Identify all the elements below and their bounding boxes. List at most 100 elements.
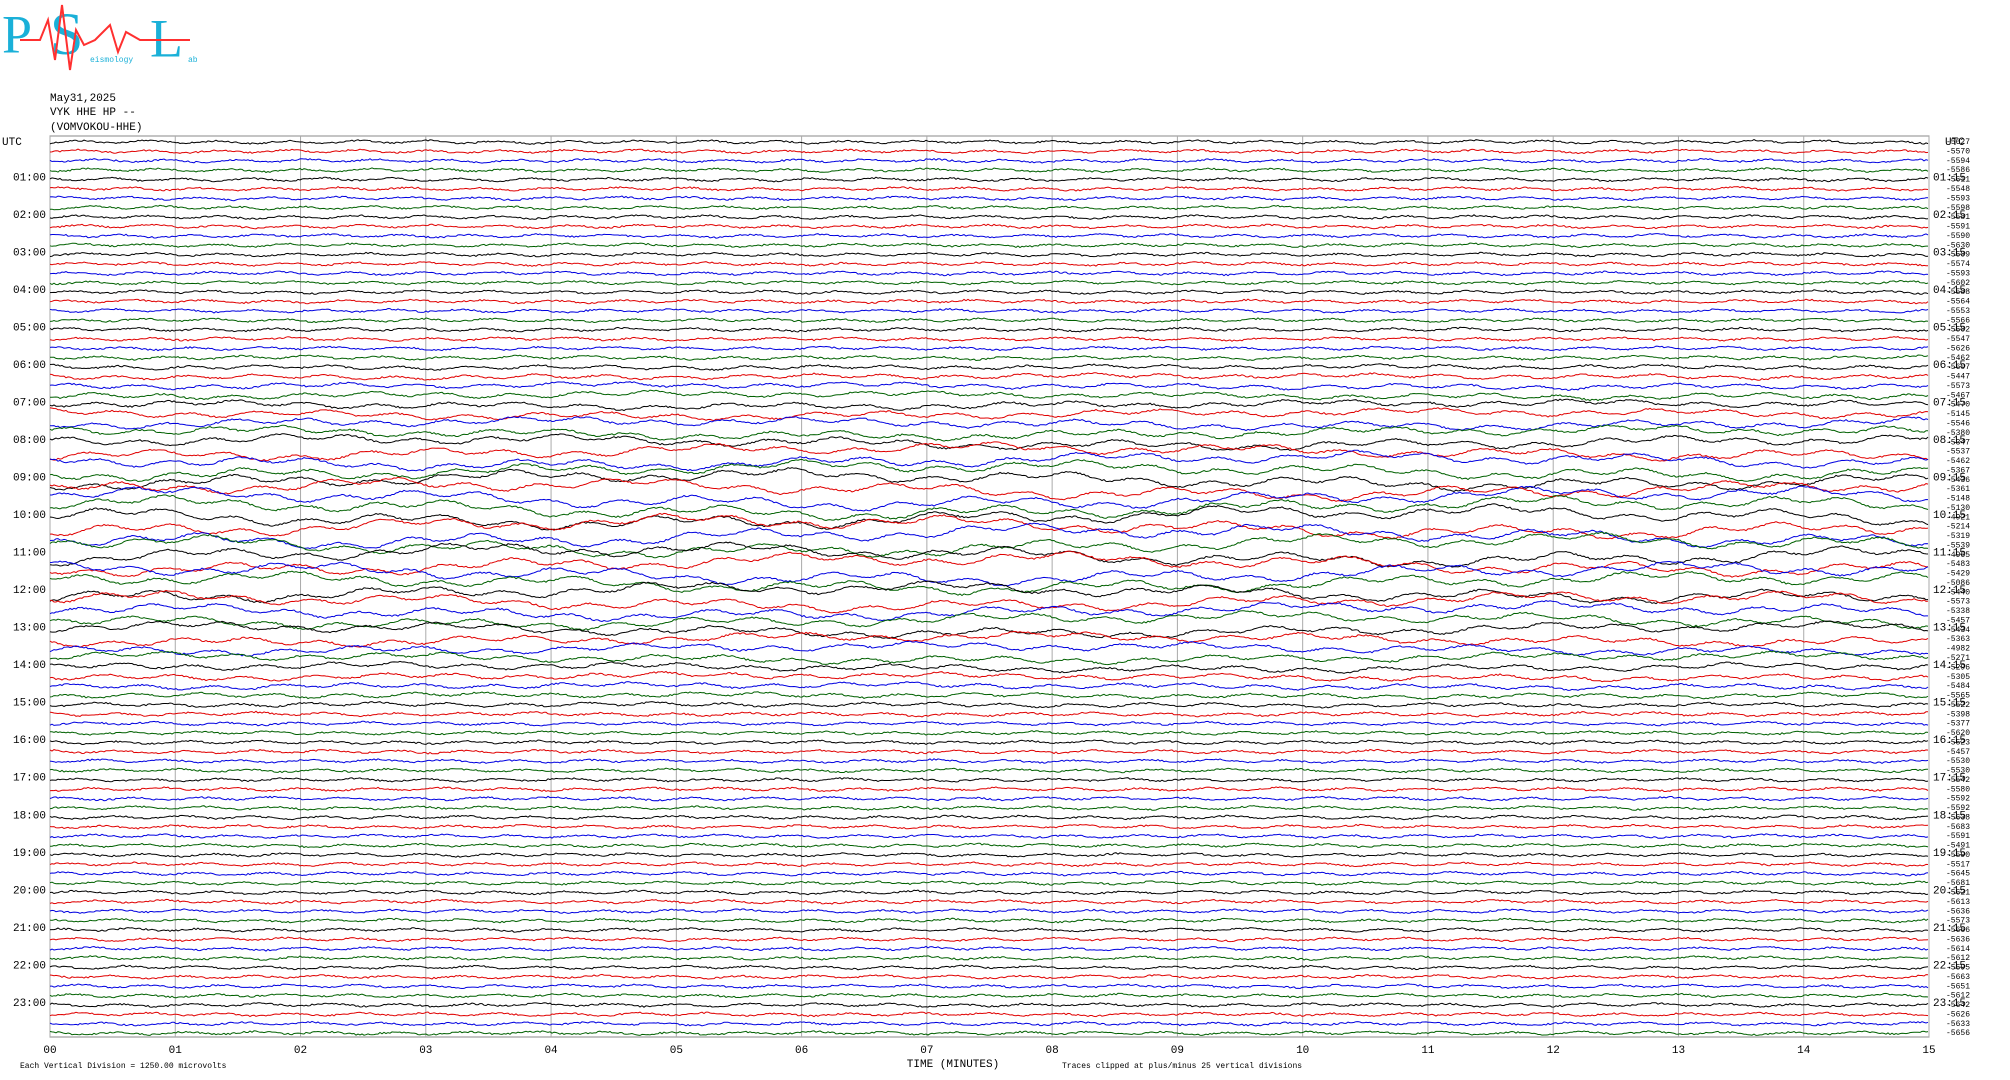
offset-label: -5436 [1946, 476, 1970, 485]
offset-label: -5319 [1946, 532, 1970, 541]
trace [49, 795, 1929, 802]
offset-label: -5522 [1946, 701, 1970, 710]
trace [50, 485, 1929, 512]
offset-label: -5630 [1946, 241, 1970, 250]
offset-label: -5663 [1946, 973, 1970, 982]
offset-label: -5086 [1946, 579, 1970, 588]
trace [49, 270, 1929, 277]
trace [49, 720, 1929, 727]
trace [50, 589, 1929, 614]
offset-label: -5483 [1946, 560, 1970, 569]
offset-label: -5398 [1946, 710, 1970, 719]
offset-label: -5614 [1946, 945, 1970, 954]
trace [49, 814, 1929, 821]
offset-label: -4921 [1946, 513, 1970, 522]
logo-letter: L [150, 8, 183, 68]
trace [49, 833, 1929, 839]
trace [49, 345, 1929, 352]
right-time-label: 03:15 [1933, 247, 1966, 259]
offset-label: -5636 [1946, 907, 1970, 916]
right-time-label: 15:15 [1933, 698, 1966, 710]
trace [49, 670, 1929, 683]
offset-label: -5462 [1946, 457, 1970, 466]
offset-label: -4965 [1946, 551, 1970, 560]
trace [50, 983, 1929, 990]
offset-label: -5566 [1946, 316, 1970, 325]
trace [49, 955, 1929, 961]
offset-label: -5447 [1946, 373, 1970, 382]
offset-label: -5542 [1946, 776, 1970, 785]
trace [49, 494, 1929, 522]
trace [49, 251, 1929, 258]
trace [49, 777, 1929, 783]
offset-label: -5581 [1946, 213, 1970, 222]
offset-label: -5633 [1946, 1020, 1970, 1029]
trace [49, 223, 1929, 230]
right-time-label: 01:15 [1933, 172, 1966, 184]
trace [49, 433, 1929, 452]
right-time-label: 07:15 [1933, 398, 1966, 410]
offset-label: -5590 [1946, 232, 1970, 241]
trace [49, 476, 1929, 502]
trace [49, 195, 1928, 202]
offset-label: -5553 [1946, 307, 1970, 316]
trace [49, 363, 1929, 371]
offset-label: -5380 [1946, 429, 1970, 438]
offset-label: -5627 [1946, 138, 1970, 147]
offset-label: -5588 [1946, 288, 1970, 297]
trace [49, 522, 1929, 550]
offset-label: -5636 [1946, 935, 1970, 944]
offset-label: -5573 [1946, 598, 1970, 607]
right-time-label: 02:15 [1933, 210, 1966, 222]
offset-label: -5347 [1946, 438, 1970, 447]
trace [49, 945, 1929, 952]
x-tick-label: 05 [670, 1045, 683, 1057]
trace [49, 560, 1929, 587]
trace [49, 550, 1929, 578]
offset-label: -5338 [1946, 607, 1970, 616]
left-time-label: 09:00 [13, 473, 46, 485]
trace [49, 381, 1929, 392]
left-time-label: 02:00 [13, 210, 46, 222]
right-time-label: 21:15 [1933, 923, 1966, 935]
offset-label: -5626 [1946, 344, 1970, 353]
offset-label: -5546 [1946, 420, 1970, 429]
offset-label: -5613 [1946, 898, 1970, 907]
left-time-label: 06:00 [13, 360, 46, 372]
right-time-label: 16:15 [1933, 735, 1966, 747]
offset-label: -5638 [1946, 813, 1970, 822]
utc-left: UTC [2, 137, 22, 149]
right-time-label: 10:15 [1933, 510, 1966, 522]
trace [49, 157, 1929, 164]
left-time-label: 18:00 [13, 810, 46, 822]
offset-label: -5457 [1946, 616, 1970, 625]
offset-label: -5593 [1946, 194, 1970, 203]
trace [49, 233, 1929, 239]
offset-label: -5214 [1946, 523, 1970, 532]
offset-label: -5484 [1946, 682, 1970, 691]
trace [49, 964, 1929, 971]
trace [49, 317, 1929, 324]
offset-label: -5589 [1946, 251, 1970, 260]
trace [49, 852, 1929, 858]
trace [50, 204, 1929, 211]
offset-label: -5537 [1946, 448, 1970, 457]
left-time-label: 17:00 [13, 773, 46, 785]
logo-text: ab [188, 56, 198, 65]
trace [49, 1002, 1929, 1008]
trace [49, 767, 1928, 774]
trace [49, 620, 1929, 639]
logo: P S L eismology ab [2, 1, 198, 71]
offset-label: -5612 [1946, 954, 1970, 963]
left-time-label: 01:00 [13, 172, 46, 184]
trace [49, 889, 1929, 896]
x-tick-label: 06 [795, 1045, 808, 1057]
trace [49, 467, 1929, 492]
offset-label: -5470 [1946, 401, 1970, 410]
station: (VOMVOKOU-HHE) [50, 122, 142, 134]
offset-label: -5305 [1946, 673, 1970, 682]
trace [49, 398, 1929, 412]
right-time-label: 20:15 [1933, 885, 1966, 897]
offset-label: -5592 [1946, 795, 1970, 804]
right-time-label: 04:15 [1933, 285, 1966, 297]
